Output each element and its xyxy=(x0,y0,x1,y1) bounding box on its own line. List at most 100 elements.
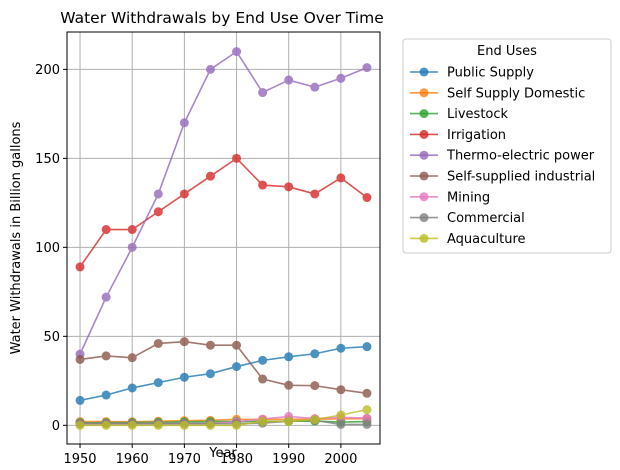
data-point-thermo-electric-power xyxy=(102,293,111,302)
y-tick-label: 150 xyxy=(35,152,60,167)
series-thermo-electric-power xyxy=(76,47,372,359)
x-tick-label: 1970 xyxy=(168,452,201,467)
data-point-self-supplied-industrial xyxy=(362,389,371,398)
data-point-public-supply xyxy=(232,362,241,371)
y-axis-label: Water Withdrawals in Billion gallons xyxy=(9,121,24,354)
legend-swatch-marker xyxy=(420,234,429,243)
data-point-public-supply xyxy=(310,349,319,358)
data-point-aquaculture xyxy=(258,417,267,426)
data-point-irrigation xyxy=(128,225,137,234)
data-point-public-supply xyxy=(206,369,215,378)
data-point-irrigation xyxy=(206,172,215,181)
gridlines xyxy=(67,32,380,444)
legend-label: Public Supply xyxy=(447,66,534,81)
data-point-irrigation xyxy=(258,181,267,190)
data-point-self-supplied-industrial xyxy=(258,375,267,384)
data-point-self-supplied-industrial xyxy=(154,339,163,348)
legend: End Uses Public Supply Self Supply Domest… xyxy=(403,39,611,253)
data-point-aquaculture xyxy=(206,421,215,430)
data-point-public-supply xyxy=(102,391,111,400)
y-tick-label: 0 xyxy=(52,419,60,434)
data-point-thermo-electric-power xyxy=(258,88,267,97)
legend-title: End Uses xyxy=(477,44,537,59)
data-point-public-supply xyxy=(336,344,345,353)
data-point-public-supply xyxy=(258,356,267,365)
series-line-irrigation xyxy=(80,158,367,267)
series-line-thermo-electric-power xyxy=(80,52,367,355)
x-tick-label: 2000 xyxy=(324,452,357,467)
data-point-thermo-electric-power xyxy=(362,63,371,72)
y-axis: 0 50 100 150 200 xyxy=(35,63,67,434)
data-point-self-supplied-industrial xyxy=(128,353,137,362)
data-point-irrigation xyxy=(310,189,319,198)
data-point-self-supplied-industrial xyxy=(232,341,241,350)
data-point-public-supply xyxy=(154,378,163,387)
data-point-self-supplied-industrial xyxy=(206,341,215,350)
data-point-irrigation xyxy=(336,173,345,182)
legend-label: Self-supplied industrial xyxy=(447,170,595,185)
data-point-thermo-electric-power xyxy=(232,47,241,56)
data-point-irrigation xyxy=(284,182,293,191)
data-point-thermo-electric-power xyxy=(154,189,163,198)
data-point-aquaculture xyxy=(362,405,371,414)
x-tick-label: 1990 xyxy=(272,452,305,467)
data-point-commercial xyxy=(336,420,345,429)
series-irrigation xyxy=(76,154,372,272)
series-self-supply-domestic xyxy=(76,414,372,426)
data-point-aquaculture xyxy=(102,421,111,430)
y-tick-label: 50 xyxy=(43,330,60,345)
series-aquaculture xyxy=(76,405,372,430)
x-tick-label: 1950 xyxy=(63,452,96,467)
data-point-aquaculture xyxy=(76,421,85,430)
legend-swatch-marker xyxy=(420,68,429,77)
data-point-irrigation xyxy=(180,189,189,198)
data-point-aquaculture xyxy=(284,417,293,426)
data-point-aquaculture xyxy=(180,421,189,430)
y-tick-label: 200 xyxy=(35,63,60,78)
data-point-public-supply xyxy=(362,342,371,351)
legend-label: Livestock xyxy=(447,107,509,122)
data-point-thermo-electric-power xyxy=(284,76,293,85)
data-point-aquaculture xyxy=(310,415,319,424)
x-axis-label: Year xyxy=(208,446,237,461)
series-line-self-supplied-industrial xyxy=(80,342,367,394)
data-point-self-supplied-industrial xyxy=(76,355,85,364)
legend-label: Self Supply Domestic xyxy=(447,86,585,101)
legend-swatch-marker xyxy=(420,151,429,160)
plot-frame xyxy=(67,32,380,444)
data-point-thermo-electric-power xyxy=(336,74,345,83)
legend-label: Thermo-electric power xyxy=(446,149,595,164)
data-point-thermo-electric-power xyxy=(128,243,137,252)
data-point-irrigation xyxy=(154,207,163,216)
legend-label: Mining xyxy=(447,190,490,205)
legend-label: Irrigation xyxy=(447,128,506,143)
data-point-public-supply xyxy=(180,373,189,382)
data-point-irrigation xyxy=(76,262,85,271)
data-point-public-supply xyxy=(128,383,137,392)
legend-swatch-marker xyxy=(420,192,429,201)
data-point-irrigation xyxy=(102,225,111,234)
data-point-public-supply xyxy=(76,396,85,405)
data-point-self-supplied-industrial xyxy=(310,381,319,390)
legend-swatch-marker xyxy=(420,172,429,181)
data-point-irrigation xyxy=(362,193,371,202)
data-point-thermo-electric-power xyxy=(310,83,319,92)
data-point-thermo-electric-power xyxy=(206,65,215,74)
x-tick-label: 1960 xyxy=(116,452,149,467)
series-layer xyxy=(76,47,372,430)
series-line-public-supply xyxy=(80,347,367,401)
data-point-aquaculture xyxy=(232,421,241,430)
data-point-aquaculture xyxy=(128,421,137,430)
data-point-commercial xyxy=(362,420,371,429)
legend-label: Commercial xyxy=(447,211,525,226)
data-point-self-supplied-industrial xyxy=(336,385,345,394)
data-point-aquaculture xyxy=(336,410,345,419)
legend-swatch-marker xyxy=(420,130,429,139)
data-point-irrigation xyxy=(232,154,241,163)
chart-title: Water Withdrawals by End Use Over Time xyxy=(60,9,383,27)
series-public-supply xyxy=(76,342,372,405)
data-point-thermo-electric-power xyxy=(180,118,189,127)
y-tick-label: 100 xyxy=(35,241,60,256)
data-point-self-supplied-industrial xyxy=(284,381,293,390)
